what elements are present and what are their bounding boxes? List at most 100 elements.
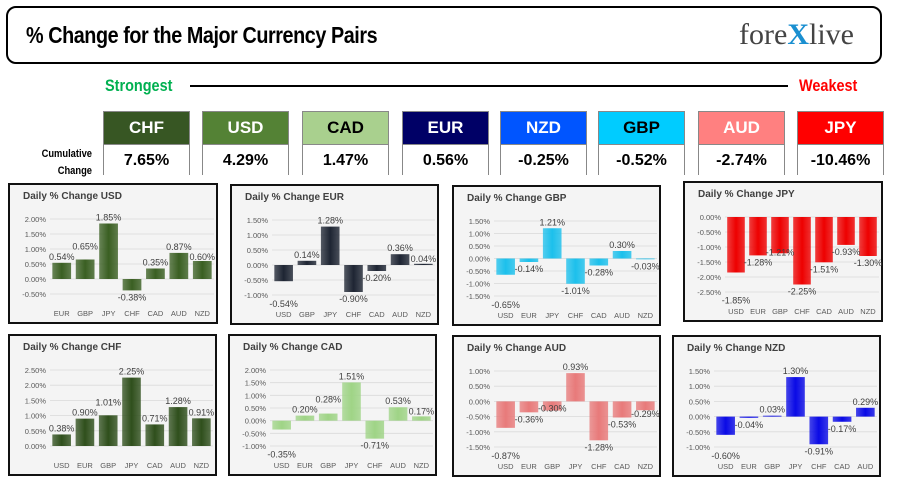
data-label: -1.01%: [561, 286, 590, 296]
y-tick-label: 1.50%: [25, 230, 47, 239]
bar-aud: [390, 254, 410, 265]
data-label: 1.21%: [539, 217, 565, 227]
data-label: -2.25%: [788, 287, 817, 297]
y-tick-label: 0.50%: [245, 404, 267, 413]
data-label: 0.30%: [609, 240, 635, 250]
data-label: -0.91%: [805, 446, 834, 456]
y-tick-label: -1.50%: [466, 443, 490, 452]
bar-chf: [589, 401, 609, 441]
cumulative-value: 0.56%: [403, 144, 488, 176]
bar-nzd: [192, 261, 212, 279]
data-label: -0.38%: [118, 292, 147, 302]
x-tick-label: JPY: [789, 462, 803, 471]
data-label: -0.30%: [538, 404, 567, 414]
x-tick-label: NZD: [638, 462, 654, 471]
data-label: -0.29%: [631, 409, 660, 419]
data-label: 0.71%: [142, 413, 168, 423]
data-label: 1.28%: [165, 396, 191, 406]
strongest-label: Strongest: [105, 76, 173, 95]
bar-chf: [365, 420, 385, 439]
y-tick-label: 0.00%: [25, 275, 47, 284]
cumulative-value: -2.74%: [699, 144, 784, 176]
chart-jpy: Daily % Change JPY -2.50% -2.00% -1.50% -1.0…: [683, 181, 883, 322]
y-tick-label: -0.50%: [242, 429, 266, 438]
header-banner: % Change for the Major Currency Pairs fo…: [6, 6, 882, 64]
bar-eur: [75, 418, 95, 446]
bar-chart: -1.50% -1.00% -0.50% 0.00% 0.50% 1.00% USD EUR G…: [466, 362, 660, 471]
x-tick-label: CAD: [816, 307, 832, 316]
x-tick-label: GBP: [764, 462, 780, 471]
x-tick-label: CHF: [811, 462, 827, 471]
x-tick-label: NZD: [416, 310, 432, 319]
x-tick-label: JPY: [569, 462, 583, 471]
currency-code: NZD: [501, 112, 586, 144]
y-tick-label: -1.00%: [686, 443, 710, 452]
bar-jpy: [786, 377, 805, 417]
data-label: 0.29%: [853, 397, 879, 407]
x-tick-label: JPY: [545, 311, 559, 320]
data-label: 0.90%: [72, 408, 98, 418]
data-label: -1.28%: [744, 257, 773, 267]
x-tick-label: CAD: [369, 310, 385, 319]
x-tick-label: EUR: [741, 462, 757, 471]
bar-eur: [519, 258, 539, 262]
bar-jpy: [342, 382, 361, 421]
bar-eur: [739, 416, 759, 418]
bar-cad: [815, 217, 833, 263]
bar-gbp: [542, 401, 562, 411]
data-label: -1.30%: [854, 258, 883, 268]
currency-code: CHF: [104, 112, 189, 144]
x-tick-label: JPY: [125, 461, 139, 470]
y-tick-label: -1.00%: [242, 442, 266, 451]
currency-box-aud: AUD -2.74%: [698, 111, 785, 176]
y-tick-label: 0.00%: [247, 261, 269, 270]
x-tick-label: EUR: [750, 307, 766, 316]
y-tick-label: -0.50%: [244, 276, 268, 285]
data-label: -0.28%: [585, 268, 614, 278]
x-tick-label: CHF: [591, 462, 607, 471]
chart-title: Daily % Change CHF: [23, 342, 122, 353]
bar-aud: [612, 251, 632, 259]
bar-gbp: [771, 217, 789, 254]
x-tick-label: GBP: [100, 461, 116, 470]
y-tick-label: 1.00%: [245, 391, 267, 400]
bar-eur: [519, 401, 539, 413]
chart-eur: Daily % Change EUR -1.00% -0.50% 0.00% 0.50%…: [230, 184, 439, 325]
y-tick-label: 1.50%: [25, 396, 47, 405]
data-label: -0.65%: [491, 300, 520, 310]
x-tick-label: CAD: [147, 461, 163, 470]
data-label: 1.28%: [317, 216, 343, 226]
cumulative-value: -0.25%: [501, 144, 586, 176]
currency-code: GBP: [599, 112, 684, 144]
bar-eur: [52, 262, 72, 279]
y-tick-label: 0.50%: [469, 242, 491, 251]
chart-title: Daily % Change JPY: [698, 189, 795, 200]
cumulative-change-label: Cumulative Change: [41, 148, 92, 177]
y-tick-label: -1.00%: [697, 243, 721, 252]
data-label: -0.53%: [608, 420, 637, 430]
y-tick-label: -0.50%: [22, 290, 46, 299]
x-tick-label: USD: [274, 461, 290, 470]
data-label: -0.04%: [735, 420, 764, 430]
data-label: 0.38%: [49, 423, 75, 433]
data-label: 0.60%: [190, 252, 216, 262]
y-tick-label: -0.50%: [697, 228, 721, 237]
y-tick-label: 1.00%: [25, 245, 47, 254]
y-tick-label: 0.00%: [469, 255, 491, 264]
x-tick-label: USD: [498, 311, 514, 320]
bar-jpy: [99, 223, 118, 279]
bar-usd: [52, 434, 71, 446]
y-tick-label: 2.00%: [25, 215, 47, 224]
data-label: 1.85%: [96, 213, 122, 223]
bar-usd: [496, 401, 515, 428]
cumulative-value: 7.65%: [104, 144, 189, 176]
chart-title: Daily % Change CAD: [243, 342, 343, 353]
chart-chf: Daily % Change CHF 0.00% 0.50% 1.00% 1.50% 2.…: [8, 334, 217, 476]
chart-gbp: Daily % Change GBP -1.50% -1.00% -0.50% 0.00…: [452, 185, 661, 326]
data-label: -0.03%: [631, 261, 660, 271]
bar-cad: [367, 265, 387, 271]
forexlive-logo: foreXlive: [739, 18, 854, 51]
data-label: 2.25%: [119, 367, 145, 377]
x-tick-label: JPY: [323, 310, 337, 319]
y-tick-label: -2.00%: [697, 273, 721, 282]
